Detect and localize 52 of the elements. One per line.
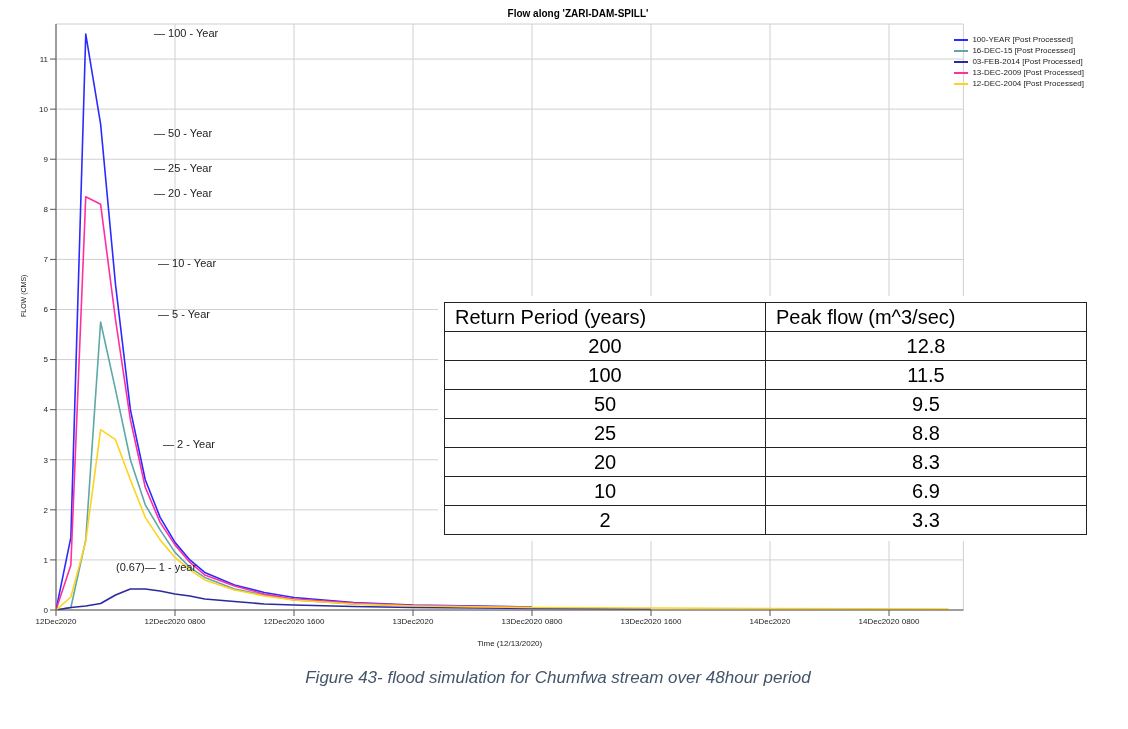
annotation: 11.5 (765, 360, 1087, 390)
annotation: Peak flow (m^3/sec) (765, 302, 1087, 332)
x-tick-label: 14Dec2020 (749, 616, 792, 626)
x-tick-label: 13Dec2020 (392, 616, 435, 626)
annotation: — 20 - Year (154, 187, 213, 199)
y-tick-label: 11 (39, 54, 49, 64)
legend-label: 13-DEC-2009 [Post Processed] (972, 67, 1084, 78)
annotation: 12.8 (765, 331, 1087, 361)
annotation: 10 (444, 476, 766, 506)
y-tick-label: 2 (43, 505, 49, 515)
legend-label: 12-DEC-2004 [Post Processed] (972, 78, 1084, 89)
y-tick-label: 0 (43, 605, 49, 615)
annotation: Return Period (years) (444, 302, 766, 332)
y-tick-label: 3 (43, 455, 49, 465)
x-tick-label: 12Dec2020 1600 (263, 616, 326, 626)
annotation: 8.3 (765, 447, 1087, 477)
y-tick-label: 6 (43, 305, 49, 315)
x-tick-label: 12Dec2020 (35, 616, 78, 626)
x-tick-label: 13Dec2020 0800 (501, 616, 564, 626)
y-tick-label: 9 (43, 155, 49, 165)
y-tick-label: 1 (43, 555, 49, 565)
y-tick-label: 7 (43, 255, 49, 265)
x-tick-label: 12Dec2020 0800 (144, 616, 207, 626)
annotation: — 10 - Year (158, 257, 217, 269)
annotation: 3.3 (765, 505, 1087, 535)
annotation: — 2 - Year (163, 438, 215, 450)
y-tick-label: 4 (43, 405, 49, 415)
annotation: 8.8 (765, 418, 1087, 448)
annotation: — 50 - Year (154, 127, 213, 139)
caption: Figure 43- flood simulation for Chumfwa stream over 48hour period (304, 668, 812, 688)
y-tick-label: 10 (39, 104, 49, 114)
annotation: 6.9 (765, 476, 1087, 506)
annotation: 50 (444, 389, 766, 419)
line-series (56, 428, 950, 610)
x-axis-title: Time (12/13/2020) (477, 639, 543, 648)
y-tick-label: 5 (43, 355, 49, 365)
x-tick-label: 14Dec2020 0800 (858, 616, 921, 626)
annotation: 25 (444, 418, 766, 448)
y-tick-label: 8 (43, 205, 49, 215)
legend-label: 100-YEAR [Post Processed] (972, 34, 1073, 45)
legend-label: 16-DEC-15 [Post Processed] (972, 45, 1076, 56)
x-tick-label: 13Dec2020 1600 (620, 616, 683, 626)
annotation: — 5 - Year (158, 308, 210, 320)
annotation: 9.5 (765, 389, 1087, 419)
annotation: 100 (444, 360, 766, 390)
annotation: — 25 - Year (154, 162, 213, 174)
annotation: — 100 - Year (154, 27, 219, 39)
chart-title: Flow along 'ZARI-DAM-SPILL' (506, 8, 650, 20)
legend-label: 03-FEB-2014 [Post Processed] (972, 56, 1083, 67)
annotation: 200 (444, 331, 766, 361)
annotation: 2 (444, 505, 766, 535)
annotation: 20 (444, 447, 766, 477)
